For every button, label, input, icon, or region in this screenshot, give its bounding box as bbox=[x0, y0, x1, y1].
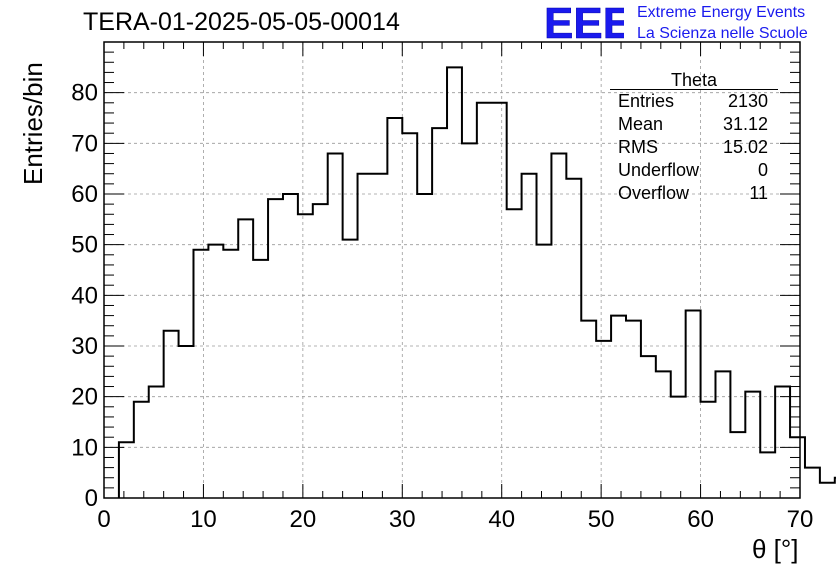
histogram-bin bbox=[686, 311, 701, 498]
histogram-bin bbox=[164, 331, 179, 498]
histogram-bin bbox=[119, 442, 134, 498]
histogram-bin bbox=[268, 199, 283, 498]
stats-value: 11 bbox=[749, 183, 768, 203]
histogram-bin bbox=[134, 402, 149, 498]
histogram-bin bbox=[253, 260, 268, 498]
histogram-bin bbox=[641, 356, 656, 498]
eee-logo: EEE bbox=[544, 0, 624, 42]
histogram-bin bbox=[193, 250, 208, 498]
histogram-bin bbox=[358, 174, 373, 498]
histogram-bin bbox=[581, 321, 596, 498]
axis-ticks bbox=[103, 42, 801, 499]
histogram-bin bbox=[149, 387, 164, 498]
histogram-series bbox=[117, 66, 836, 498]
stats-value: 31.12 bbox=[722, 114, 768, 134]
stats-value: 2130 bbox=[727, 91, 768, 111]
histogram-bin bbox=[745, 392, 760, 498]
y-tick-label: 50 bbox=[71, 232, 98, 259]
y-tick-label: 70 bbox=[71, 130, 98, 157]
histogram-bin bbox=[551, 153, 566, 498]
stats-row-underflow: Underflow 0 bbox=[610, 159, 778, 182]
y-tick-label: 60 bbox=[71, 181, 98, 208]
stats-box: Theta Entries 2130 Mean 31.12 RMS 15.02 Und… bbox=[610, 70, 778, 205]
histogram-bin bbox=[208, 245, 223, 498]
histogram-bin bbox=[701, 402, 716, 498]
histogram-bin bbox=[462, 143, 477, 498]
x-tick-label: 50 bbox=[588, 506, 615, 533]
histogram-bin bbox=[492, 103, 507, 498]
x-axis-label: θ [°] bbox=[752, 534, 799, 564]
histogram-bin bbox=[328, 153, 343, 498]
histogram-bin bbox=[432, 128, 447, 498]
histogram-bin bbox=[179, 346, 194, 498]
logo-line-2: La Scienza nelle Scuole bbox=[637, 25, 808, 42]
histogram-bin bbox=[522, 174, 537, 498]
histogram-bin bbox=[775, 387, 790, 498]
stats-value: 15.02 bbox=[722, 137, 768, 157]
x-tick-label: 0 bbox=[97, 506, 110, 533]
y-tick-label: 20 bbox=[71, 384, 98, 411]
grid-lines bbox=[104, 42, 800, 498]
stats-row-rms: RMS 15.02 bbox=[610, 136, 778, 159]
x-tick-label: 40 bbox=[488, 506, 515, 533]
stats-label: Underflow bbox=[618, 160, 700, 180]
histogram-bin bbox=[596, 341, 611, 498]
logo-mark: EEE bbox=[544, 0, 624, 42]
histogram-bin bbox=[656, 371, 671, 498]
histogram-bin bbox=[820, 483, 835, 498]
x-tick-label: 30 bbox=[389, 506, 416, 533]
x-tick-label: 10 bbox=[190, 506, 217, 533]
stats-title: Theta bbox=[670, 70, 718, 90]
histogram-bin bbox=[477, 103, 492, 498]
histogram-bin bbox=[507, 209, 522, 498]
histogram-bin bbox=[611, 316, 626, 498]
logo-line-1: Extreme Energy Events bbox=[637, 4, 806, 21]
histogram-bin bbox=[760, 452, 775, 498]
y-tick-label: 10 bbox=[71, 434, 98, 461]
histogram-outline bbox=[117, 66, 836, 498]
y-tick-label: 30 bbox=[71, 333, 98, 360]
histogram-bin bbox=[238, 219, 253, 498]
stats-row-entries: Entries 2130 bbox=[610, 90, 778, 113]
histogram-bin bbox=[283, 194, 298, 498]
histogram-bin bbox=[566, 179, 581, 498]
tick-labels: 0 10 20 30 40 50 60 70 0 10 20 30 40 50 60 70 80 bbox=[71, 80, 813, 533]
histogram-bin bbox=[298, 214, 313, 498]
histogram-bin bbox=[417, 194, 432, 498]
plot-frame bbox=[103, 41, 801, 499]
histogram-bin bbox=[447, 67, 462, 498]
histogram-bin bbox=[537, 245, 552, 498]
stats-label: Overflow bbox=[618, 183, 690, 203]
histogram-bin bbox=[626, 321, 641, 498]
histogram-bin bbox=[730, 432, 745, 498]
y-tick-label: 80 bbox=[71, 80, 98, 107]
histogram-bin bbox=[223, 250, 238, 498]
x-tick-label: 70 bbox=[787, 506, 814, 533]
histogram-bin bbox=[715, 371, 730, 498]
y-tick-label: 0 bbox=[85, 485, 98, 512]
histogram-bin bbox=[402, 133, 417, 498]
stats-row-overflow: Overflow 11 bbox=[610, 182, 778, 205]
stats-row-mean: Mean 31.12 bbox=[610, 113, 778, 136]
histogram-bin bbox=[671, 397, 686, 498]
x-tick-label: 60 bbox=[687, 506, 714, 533]
y-axis-label: Entries/bin bbox=[18, 62, 48, 185]
stats-label: Mean bbox=[618, 114, 664, 134]
x-tick-label: 20 bbox=[290, 506, 317, 533]
histogram-bin bbox=[372, 174, 387, 498]
stats-value: 0 bbox=[757, 160, 768, 180]
histogram-bin bbox=[343, 240, 358, 498]
histogram-bin bbox=[387, 118, 402, 498]
stats-label: Entries bbox=[618, 91, 675, 111]
stats-label: RMS bbox=[618, 137, 658, 157]
histogram-bin bbox=[805, 468, 820, 498]
histogram-bin bbox=[313, 204, 328, 498]
chart-title: TERA-01-2025-05-05-00014 bbox=[83, 8, 400, 36]
y-tick-label: 40 bbox=[71, 282, 98, 309]
stats-divider bbox=[610, 89, 778, 90]
